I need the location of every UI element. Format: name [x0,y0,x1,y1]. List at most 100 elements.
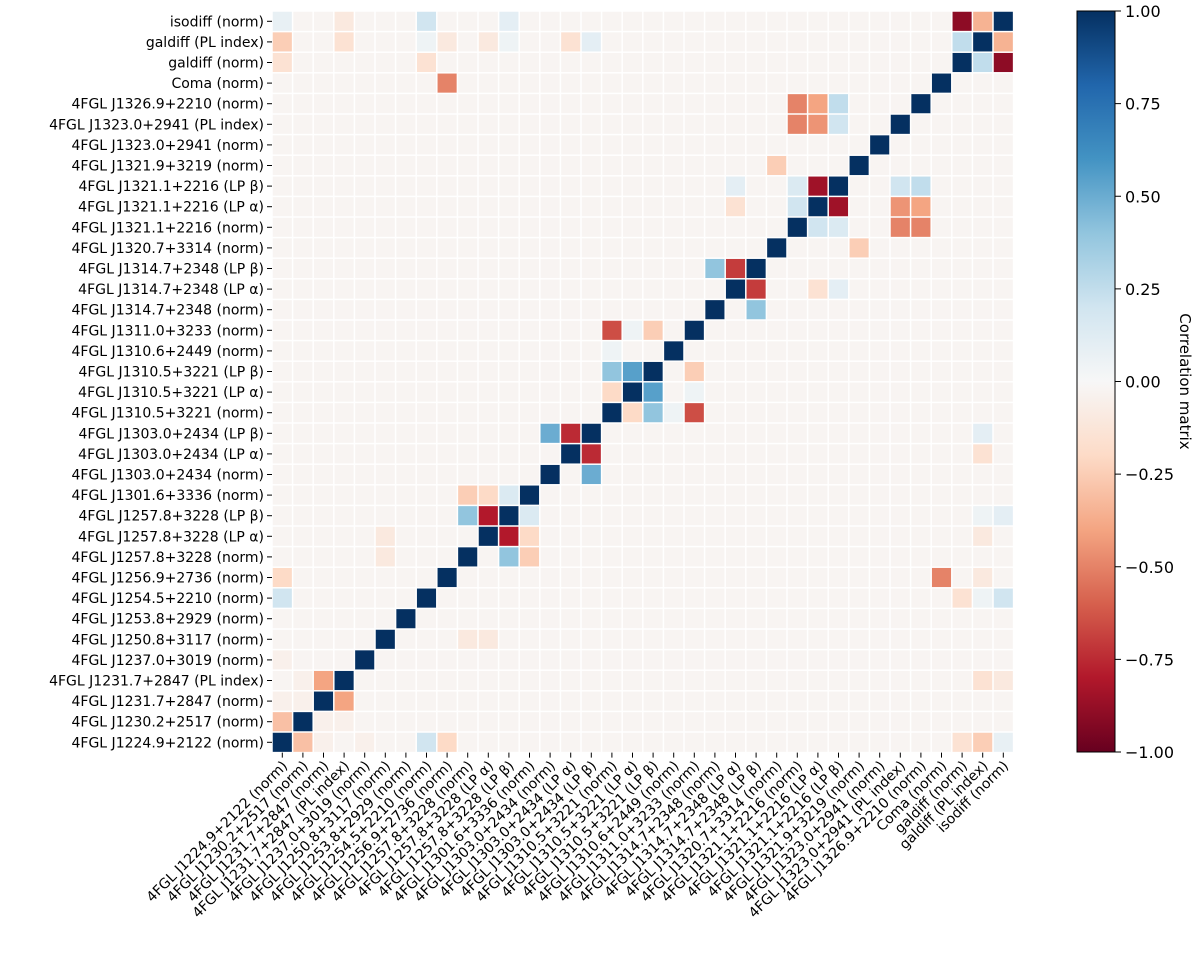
y-tick-label: 4FGL J1320.7+3314 (norm) [72,241,265,257]
heatmap-cell [931,444,952,464]
heatmap-cell [519,258,540,279]
heatmap-cell [416,300,437,320]
heatmap-cell [540,197,560,217]
y-tick-label: 4FGL J1303.0+2434 (norm) [72,468,265,484]
heatmap-cell [293,155,313,176]
heatmap-cell [746,444,766,464]
heatmap-cell [519,197,540,217]
heatmap-cell [684,341,704,361]
heatmap-cell [890,670,910,691]
heatmap-cell [561,712,581,732]
heatmap-cell [890,567,910,588]
heatmap-cell [293,506,313,526]
heatmap-cell [293,423,313,443]
heatmap-cell [684,444,704,464]
heatmap-cell [622,52,643,73]
heatmap-cell [334,547,354,567]
heatmap-cell [684,94,704,114]
heatmap-cell [643,73,663,93]
heatmap-cell [849,197,869,217]
heatmap-cell [375,691,395,711]
heatmap-cell [519,217,540,237]
heatmap-cell [746,176,766,196]
heatmap-cell [993,403,1013,423]
heatmap-cell [499,135,519,155]
y-tick-label: 4FGL J1323.0+2941 (PL index) [49,117,264,133]
heatmap-cell [787,526,807,546]
heatmap-cell [622,94,643,114]
heatmap-cell [272,609,292,629]
heatmap-cell [870,423,890,443]
heatmap-cell [293,382,313,402]
heatmap-cell [870,258,890,279]
heatmap-cell [973,11,993,31]
heatmap-cell [519,732,540,752]
heatmap-cell [664,238,684,258]
heatmap-cell [416,650,437,670]
heatmap-cell [849,114,869,134]
heatmap-cell [684,300,704,320]
heatmap-cell [767,320,787,340]
heatmap-cell [416,320,437,340]
heatmap-cell [396,423,416,443]
heatmap-cell [870,506,890,526]
heatmap-cell [355,691,375,711]
heatmap-cell [355,670,375,691]
heatmap-cell [375,444,395,464]
heatmap-cell [828,197,849,217]
heatmap-cell [787,279,807,299]
heatmap-cell [313,506,334,526]
heatmap-cell [478,403,498,423]
heatmap-cell [890,485,910,505]
heatmap-cell [643,650,663,670]
heatmap-cell [334,238,354,258]
heatmap-cell [313,547,334,567]
heatmap-cell [540,52,560,73]
heatmap-cell [870,670,890,691]
heatmap-cell [787,238,807,258]
heatmap-cell [396,279,416,299]
heatmap-cell [478,114,498,134]
heatmap-cell [849,444,869,464]
heatmap-cell [272,712,292,732]
heatmap-cell [519,629,540,649]
heatmap-cell [684,217,704,237]
heatmap-cell [684,567,704,588]
heatmap-cell [890,732,910,752]
heatmap-cell [705,650,725,670]
heatmap-cell [973,32,993,52]
heatmap-cell [375,423,395,443]
heatmap-cell [622,629,643,649]
heatmap-cell [519,547,540,567]
heatmap-cell [313,176,334,196]
heatmap-cell [540,114,560,134]
heatmap-cell [808,217,828,237]
heatmap-cell [684,506,704,526]
heatmap-cell [952,732,972,752]
heatmap-cell [334,155,354,176]
heatmap-cell [478,670,498,691]
heatmap-cell [643,526,663,546]
heatmap-cell [705,73,725,93]
heatmap-cell [828,526,849,546]
heatmap-cell [581,300,601,320]
heatmap-cell [664,258,684,279]
heatmap-cell [478,567,498,588]
heatmap-cell [643,135,663,155]
heatmap-cell [478,238,498,258]
heatmap-cell [458,444,478,464]
heatmap-cell [622,114,643,134]
heatmap-cell [396,94,416,114]
heatmap-cell [684,485,704,505]
heatmap-cell [993,135,1013,155]
heatmap-cell [375,629,395,649]
heatmap-cell [973,114,993,134]
heatmap-cell [437,238,457,258]
heatmap-cell [767,712,787,732]
heatmap-cell [705,547,725,567]
heatmap-cell [622,691,643,711]
heatmap-cell [602,464,622,485]
heatmap-cell [396,300,416,320]
heatmap-cell [622,135,643,155]
y-tick-label: isodiff (norm) [170,14,264,30]
